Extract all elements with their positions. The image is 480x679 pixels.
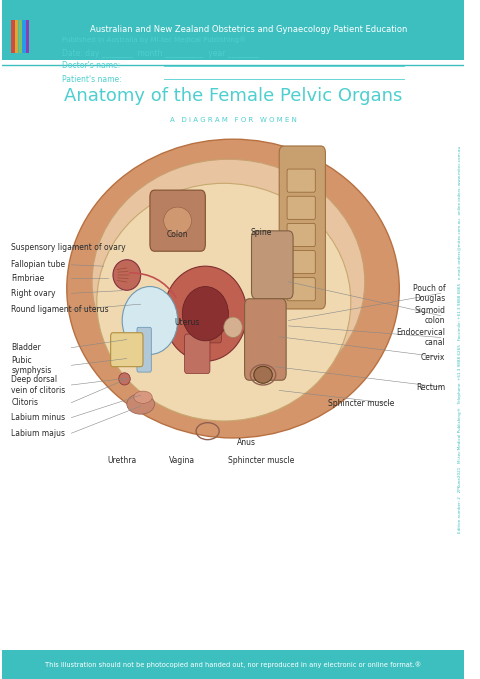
FancyBboxPatch shape (150, 190, 205, 251)
FancyBboxPatch shape (287, 251, 315, 274)
Text: Bladder: Bladder (12, 343, 41, 352)
FancyBboxPatch shape (245, 299, 286, 380)
FancyBboxPatch shape (2, 0, 464, 60)
Text: Pouch of
Douglas: Pouch of Douglas (413, 284, 445, 303)
Text: Date: day ________  month __________  year ________: Date: day ________ month __________ year… (62, 49, 259, 58)
Text: This illustration should not be photocopied and handed out, nor reproduced in an: This illustration should not be photocop… (45, 661, 421, 668)
Ellipse shape (92, 160, 365, 404)
Text: Fimbriae: Fimbriae (12, 274, 45, 283)
Text: Australian and New Zealand Obstetrics and Gynaecology Patient Education: Australian and New Zealand Obstetrics an… (90, 25, 407, 35)
Text: Urethra: Urethra (108, 456, 137, 465)
FancyBboxPatch shape (19, 20, 22, 53)
Text: Sphincter muscle: Sphincter muscle (228, 456, 294, 465)
Text: Endocervical
canal: Endocervical canal (396, 328, 445, 347)
FancyBboxPatch shape (15, 20, 18, 53)
Text: Clitoris: Clitoris (12, 398, 38, 407)
FancyBboxPatch shape (287, 196, 315, 219)
FancyBboxPatch shape (287, 169, 315, 192)
Ellipse shape (134, 391, 152, 403)
FancyBboxPatch shape (23, 20, 25, 53)
FancyBboxPatch shape (194, 316, 221, 343)
FancyBboxPatch shape (111, 333, 143, 367)
Text: Anus: Anus (238, 438, 256, 447)
Text: Published in Australia by Mi-tec Medical Publishing®: Published in Australia by Mi-tec Medical… (62, 36, 246, 43)
Ellipse shape (164, 207, 192, 234)
Text: Uterus: Uterus (174, 318, 200, 327)
Ellipse shape (182, 287, 228, 341)
Text: Right ovary: Right ovary (12, 289, 56, 298)
Ellipse shape (113, 260, 141, 291)
Text: Pubic
symphysis: Pubic symphysis (12, 356, 52, 375)
Ellipse shape (254, 367, 272, 383)
Text: Patient's name:: Patient's name: (62, 75, 122, 84)
FancyBboxPatch shape (184, 334, 210, 373)
Text: Fallopian tube: Fallopian tube (12, 260, 65, 270)
Text: Labium majus: Labium majus (12, 428, 65, 438)
Text: Rectum: Rectum (416, 382, 445, 392)
Text: Labium minus: Labium minus (12, 413, 65, 422)
FancyBboxPatch shape (279, 146, 325, 309)
Text: A   D I A G R A M   F O R   W O M E N: A D I A G R A M F O R W O M E N (169, 117, 297, 124)
Ellipse shape (127, 394, 155, 414)
Text: Cervix: Cervix (421, 352, 445, 362)
Ellipse shape (119, 373, 130, 385)
Text: Sigmoid
colon: Sigmoid colon (414, 306, 445, 325)
Text: Suspensory ligament of ovary: Suspensory ligament of ovary (12, 243, 126, 253)
FancyBboxPatch shape (252, 231, 293, 299)
Text: Sphincter muscle: Sphincter muscle (328, 399, 395, 408)
Text: Edition number: 2   2PKune2021   Mi-tec Medical Publishing®   Telephone: +61 3 9: Edition number: 2 2PKune2021 Mi-tec Medi… (457, 146, 462, 533)
FancyBboxPatch shape (26, 20, 29, 53)
FancyBboxPatch shape (12, 20, 14, 53)
FancyBboxPatch shape (287, 223, 315, 246)
Text: Spine: Spine (250, 228, 271, 238)
Text: Colon: Colon (167, 230, 189, 239)
Text: Anatomy of the Female Pelvic Organs: Anatomy of the Female Pelvic Organs (64, 87, 402, 105)
Text: Vagina: Vagina (169, 456, 195, 465)
Ellipse shape (122, 287, 178, 354)
Text: Deep dorsal
vein of clitoris: Deep dorsal vein of clitoris (12, 375, 66, 394)
Ellipse shape (164, 266, 247, 361)
Ellipse shape (67, 139, 399, 438)
Ellipse shape (97, 183, 351, 421)
Text: Doctor's name:: Doctor's name: (62, 61, 120, 71)
FancyBboxPatch shape (2, 650, 464, 679)
Text: Round ligament of uterus: Round ligament of uterus (12, 305, 109, 314)
FancyBboxPatch shape (137, 327, 151, 372)
FancyBboxPatch shape (287, 278, 315, 301)
Ellipse shape (224, 317, 242, 337)
